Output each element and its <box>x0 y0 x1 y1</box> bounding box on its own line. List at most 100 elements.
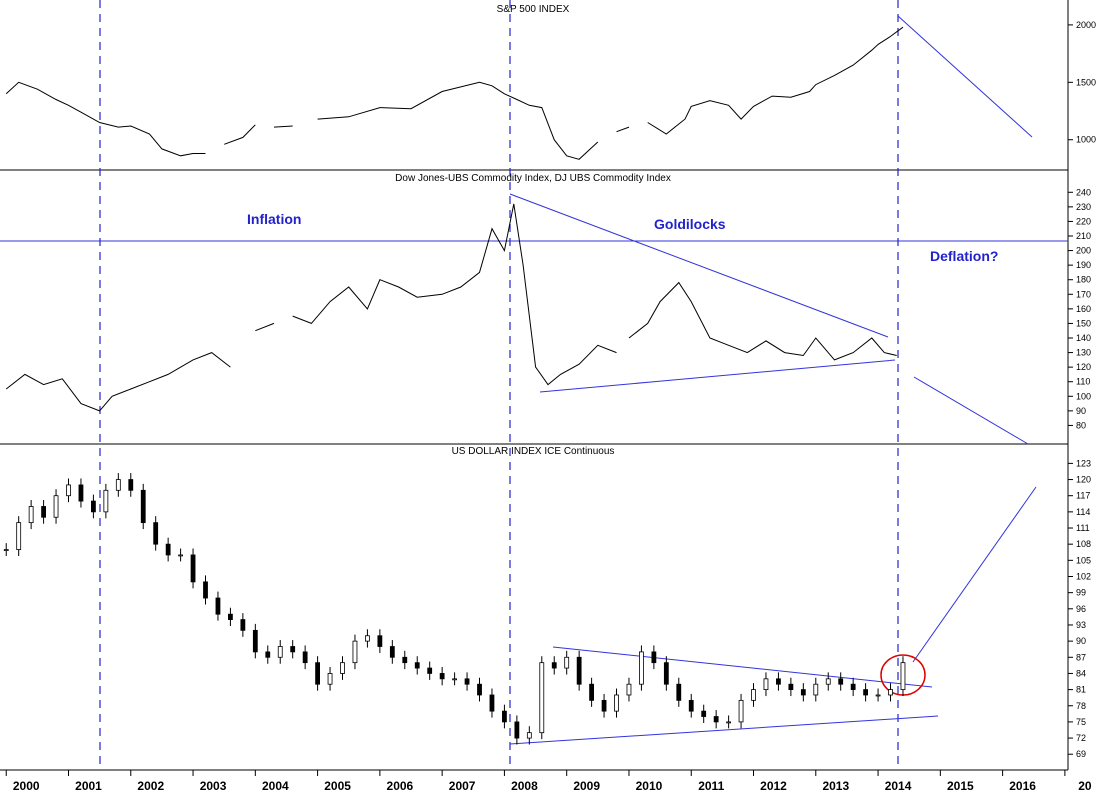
candle-body <box>701 710 707 717</box>
candle-body <box>265 651 271 658</box>
y-tick-label: 75 <box>1076 717 1086 727</box>
candle-body <box>402 656 408 664</box>
candle-body <box>53 495 59 518</box>
y-tick-label: 93 <box>1076 620 1086 630</box>
x-tick-label: 2000 <box>13 779 40 793</box>
x-tick-label: 20 <box>1078 779 1092 793</box>
candle-body <box>539 662 545 734</box>
x-tick-label: 2008 <box>511 779 538 793</box>
candle-body <box>165 543 171 556</box>
candle-body <box>502 710 507 723</box>
dollar-plot <box>3 473 906 745</box>
y-tick-label: 130 <box>1076 348 1091 358</box>
candle-body <box>389 646 395 658</box>
x-tick-label: 2006 <box>387 779 414 793</box>
candle-body <box>788 683 794 690</box>
x-tick-label: 2010 <box>636 779 663 793</box>
candle-body <box>452 678 458 681</box>
x-tick-label: 2003 <box>200 779 227 793</box>
y-tick-label: 100 <box>1076 391 1091 401</box>
candle-body <box>838 678 844 685</box>
candle-body <box>813 683 819 696</box>
candle-body <box>489 694 495 712</box>
candle-body <box>738 699 744 723</box>
y-tick-label: 108 <box>1076 539 1091 549</box>
candle-body <box>601 699 607 712</box>
series-line <box>292 203 617 386</box>
candle-body <box>713 716 719 723</box>
candle-body <box>751 689 756 701</box>
candle-body <box>178 554 183 557</box>
candle-body <box>875 694 881 697</box>
candle-body <box>352 640 358 664</box>
candle-body <box>190 554 196 583</box>
y-tick-label: 80 <box>1076 420 1086 430</box>
candle-body <box>651 651 657 664</box>
commodity-lower-trendline <box>539 359 896 393</box>
candle-body <box>228 613 233 620</box>
y-tick-label: 90 <box>1076 636 1086 646</box>
candle-body <box>589 683 595 701</box>
candle-body <box>439 673 445 680</box>
commodity-projection-line <box>913 376 1029 445</box>
y-tick-label: 78 <box>1076 701 1086 711</box>
x-tick-label: 2014 <box>885 779 912 793</box>
candle-body <box>900 662 906 690</box>
candle-body <box>78 484 84 502</box>
candle-body <box>663 662 669 685</box>
candle-body <box>16 522 22 550</box>
y-tick-label: 105 <box>1076 555 1091 565</box>
y-tick-label: 110 <box>1076 377 1090 387</box>
candle-body <box>103 489 109 513</box>
candle-body <box>91 500 96 513</box>
y-tick-label: 111 <box>1076 523 1090 533</box>
candle-body <box>863 689 869 696</box>
candle-body <box>327 673 333 685</box>
dollar-upper-trendline <box>552 646 933 688</box>
candle-body <box>427 667 433 674</box>
y-tick-label: 190 <box>1076 260 1091 270</box>
candle-body <box>277 646 283 658</box>
y-tick-label: 84 <box>1076 668 1086 678</box>
y-tick-label: 120 <box>1076 475 1091 485</box>
y-tick-label: 210 <box>1076 231 1091 241</box>
y-tick-label: 2000 <box>1076 20 1096 30</box>
y-tick-label: 150 <box>1076 318 1091 328</box>
y-tick-label: 180 <box>1076 275 1091 285</box>
x-tick-label: 2001 <box>75 779 102 793</box>
y-tick-label: 240 <box>1076 187 1091 197</box>
candle-body <box>377 635 383 647</box>
candle-body <box>776 678 781 685</box>
candle-body <box>3 549 9 551</box>
deflation-annotation: Deflation? <box>930 248 998 264</box>
y-tick-label: 114 <box>1076 507 1090 517</box>
commodity-title: Dow Jones-UBS Commodity Index, DJ UBS Co… <box>395 173 671 184</box>
candle-body <box>626 683 632 696</box>
x-tick-label: 2015 <box>947 779 974 793</box>
candle-body <box>115 479 121 491</box>
y-axis-ticks: 1000 1500 2000 80 90 100 110 120 130 140 150 160 170… <box>1068 20 1096 759</box>
series-line <box>224 124 256 145</box>
candle-body <box>800 689 806 696</box>
candle-body <box>564 656 570 669</box>
series-line <box>273 125 293 128</box>
candle-body <box>688 699 694 712</box>
commodity-plot <box>5 203 897 412</box>
y-tick-label: 1500 <box>1076 77 1096 87</box>
x-tick-label: 2004 <box>262 779 289 793</box>
y-tick-label: 81 <box>1076 685 1086 695</box>
candle-body <box>639 651 644 685</box>
candle-body <box>477 683 482 696</box>
series-line <box>5 81 206 157</box>
x-tick-label: 2009 <box>573 779 600 793</box>
goldilocks-annotation: Goldilocks <box>654 216 726 232</box>
x-tick-label: 2011 <box>698 779 724 793</box>
candle-body <box>340 662 345 674</box>
x-tick-label: 2016 <box>1009 779 1036 793</box>
candle-body <box>526 732 532 739</box>
candle-body <box>41 506 46 518</box>
x-tick-label: 2013 <box>822 779 849 793</box>
series-line <box>647 26 904 135</box>
x-tick-label: 2002 <box>137 779 164 793</box>
